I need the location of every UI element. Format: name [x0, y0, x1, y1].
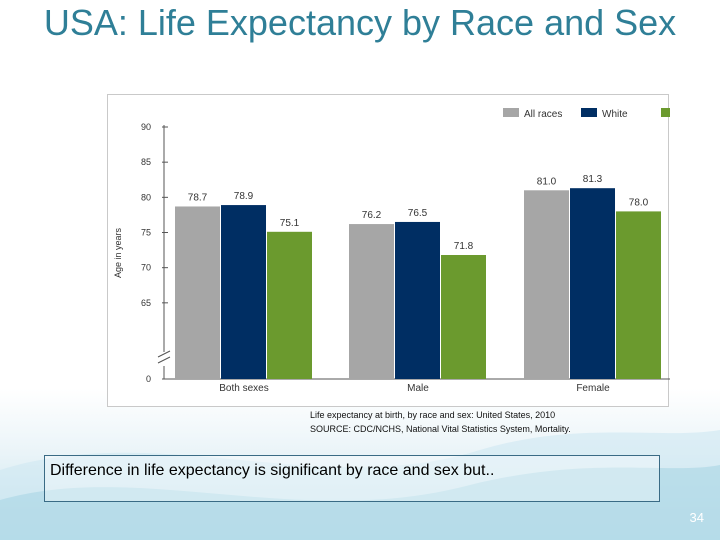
data-label: 76.2 [362, 210, 382, 221]
caption-source: SOURCE: CDC/NCHS, National Vital Statist… [310, 424, 571, 434]
legend-label: All races [524, 109, 562, 120]
legend-swatch [661, 108, 670, 117]
bar-both-sexes-all-races [175, 206, 220, 379]
page-number: 34 [689, 510, 704, 525]
y-tick-label: 65 [141, 298, 151, 308]
data-label: 81.0 [537, 176, 557, 187]
slide-title: USA: Life Expectancy by Race and Sex [43, 2, 677, 43]
y-tick-label: 80 [141, 192, 151, 202]
legend-swatch [503, 108, 519, 117]
data-label: 78.0 [629, 197, 649, 208]
x-tick-label: Both sexes [219, 383, 268, 394]
bar-female-black [616, 211, 661, 379]
y-tick-label: 85 [141, 157, 151, 167]
chart-caption: Life expectancy at birth, by race and se… [310, 408, 670, 436]
data-label: 75.1 [280, 218, 300, 229]
x-tick-label: Male [407, 383, 429, 394]
bar-both-sexes-black [267, 231, 312, 379]
note-box: Difference in life expectancy is signifi… [44, 455, 660, 502]
data-label: 81.3 [583, 174, 603, 185]
y-axis-title: Age in years [113, 227, 123, 278]
data-label: 76.5 [408, 208, 428, 219]
bar-female-white [570, 188, 615, 379]
bar-both-sexes-white [221, 205, 266, 379]
note-text: Difference in life expectancy is signifi… [50, 462, 495, 479]
data-label: 78.9 [234, 191, 254, 202]
y-tick-label: 75 [141, 228, 151, 238]
data-label: 71.8 [454, 241, 474, 252]
axis-break-mark [157, 350, 171, 364]
data-label: 78.7 [188, 192, 208, 203]
caption-title: Life expectancy at birth, by race and se… [310, 410, 556, 420]
background-waves [0, 430, 720, 540]
chart-frame: 90 85 80 75 70 65 0 Age in years 78.7 78.9 75.1 Bot… [107, 94, 670, 407]
bar-male-black [441, 255, 486, 379]
y-tick-label: 0 [146, 374, 151, 384]
bar-chart: 90 85 80 75 70 65 0 Age in years 78.7 78.9 75.1 Bot… [113, 108, 670, 394]
y-tick-label: 70 [141, 263, 151, 273]
bar-male-all-races [349, 224, 394, 379]
x-tick-label: Female [576, 383, 610, 394]
legend-label: White [602, 109, 628, 120]
bar-male-white [395, 221, 440, 379]
legend-swatch [581, 108, 597, 117]
y-tick-label: 90 [141, 122, 151, 132]
bar-female-all-races [524, 190, 569, 379]
